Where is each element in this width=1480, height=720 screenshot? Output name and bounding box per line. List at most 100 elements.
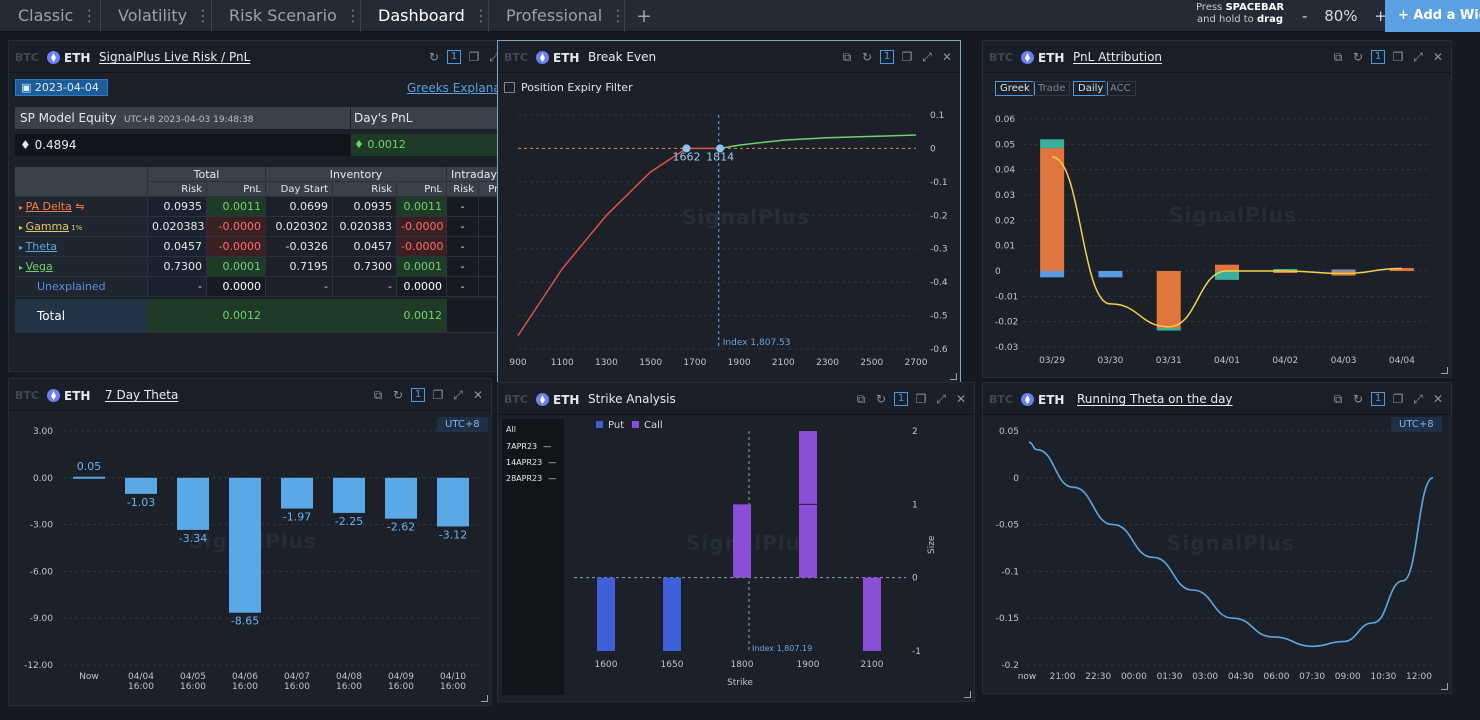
eth-toggle[interactable]: ETH bbox=[47, 51, 90, 65]
tab-menu-icon[interactable]: ⋮ bbox=[344, 6, 361, 25]
link-group-icon[interactable]: 1 bbox=[1371, 392, 1385, 406]
expand-row-icon[interactable]: ▸ bbox=[19, 263, 26, 272]
refresh-icon[interactable]: ↻ bbox=[1352, 50, 1364, 64]
eth-toggle[interactable]: ETH bbox=[1021, 51, 1064, 65]
tab-menu-icon[interactable]: ⋮ bbox=[610, 6, 627, 25]
eth-toggle[interactable]: ETH bbox=[536, 51, 579, 65]
copy-icon[interactable]: ❐ bbox=[901, 50, 913, 64]
date-picker[interactable]: ▣ 2023-04-04 bbox=[15, 79, 108, 96]
toggle-trade[interactable]: Trade bbox=[1033, 81, 1071, 96]
copy-icon[interactable]: ❐ bbox=[432, 388, 444, 402]
refresh-icon[interactable]: ↻ bbox=[1352, 392, 1364, 406]
eth-toggle[interactable]: ETH bbox=[47, 389, 90, 403]
tab-menu-icon[interactable]: ⋮ bbox=[81, 6, 98, 25]
resize-handle[interactable] bbox=[1441, 683, 1448, 690]
expiry-item-all[interactable]: All bbox=[506, 425, 516, 434]
resize-handle[interactable] bbox=[1441, 367, 1448, 374]
panel-title[interactable]: Strike Analysis bbox=[588, 392, 676, 406]
greek-name[interactable]: PA Delta bbox=[25, 200, 72, 213]
toggle-acc[interactable]: ACC bbox=[1105, 81, 1136, 96]
resize-handle[interactable] bbox=[481, 695, 488, 702]
panel-header[interactable]: BTC ETH SignalPlus Live Risk / PnL ↻ 1 ❐… bbox=[9, 41, 507, 73]
expand-row-icon[interactable]: ▸ bbox=[19, 223, 26, 232]
btc-toggle[interactable]: BTC bbox=[504, 393, 528, 406]
close-icon[interactable]: ✕ bbox=[1432, 50, 1444, 64]
expand-row-icon[interactable]: ▸ bbox=[19, 243, 26, 252]
expiry-item[interactable]: 14APR23 — bbox=[506, 458, 556, 467]
greek-name[interactable]: Unexplained bbox=[37, 280, 106, 293]
expand-icon[interactable]: ⤢ bbox=[453, 388, 463, 402]
popout-icon[interactable]: ⧉ bbox=[842, 50, 852, 64]
btc-toggle[interactable]: BTC bbox=[15, 51, 39, 64]
toggle-daily[interactable]: Daily bbox=[1073, 81, 1109, 96]
close-icon[interactable]: ✕ bbox=[955, 392, 967, 406]
tab-professional[interactable]: Professional ⋮ bbox=[506, 0, 626, 32]
eth-toggle[interactable]: ETH bbox=[1021, 393, 1064, 407]
tab-menu-icon[interactable]: ⋮ bbox=[472, 6, 489, 25]
tab-dashboard[interactable]: Dashboard ⋮ bbox=[378, 0, 489, 32]
popout-icon[interactable]: ⧉ bbox=[856, 392, 866, 406]
panel-header[interactable]: BTC ETH PnL Attribution ⧉ ↻ 1 ❐ ⤢ ✕ bbox=[983, 41, 1451, 73]
expand-icon[interactable]: ⤢ bbox=[489, 50, 499, 64]
greeks-explanation-link[interactable]: Greeks Explanation bbox=[407, 81, 507, 95]
expand-icon[interactable]: ⤢ bbox=[1413, 50, 1423, 64]
refresh-icon[interactable]: ↻ bbox=[875, 392, 887, 406]
refresh-icon[interactable]: ↻ bbox=[392, 388, 404, 402]
btc-toggle[interactable]: BTC bbox=[989, 51, 1013, 64]
expiry-item[interactable]: 7APR23 — bbox=[506, 442, 551, 451]
link-group-icon[interactable]: 1 bbox=[880, 50, 894, 64]
copy-icon[interactable]: ❐ bbox=[915, 392, 927, 406]
panel-title[interactable]: Running Theta on the day bbox=[1077, 392, 1233, 406]
column-header: Risk bbox=[333, 182, 397, 197]
panel-header[interactable]: BTC ETH Running Theta on the day ⧉ ↻ 1 ❐… bbox=[983, 383, 1451, 415]
link-group-icon[interactable]: 1 bbox=[894, 392, 908, 406]
panel-header[interactable]: BTC ETH Break Even ⧉ ↻ 1 ❐ ⤢ ✕ bbox=[498, 41, 960, 73]
add-widget-button[interactable]: + Add a Widget bbox=[1385, 0, 1480, 32]
eth-toggle[interactable]: ETH bbox=[536, 393, 579, 407]
btc-toggle[interactable]: BTC bbox=[504, 51, 528, 64]
panel-title[interactable]: Break Even bbox=[588, 50, 657, 64]
copy-icon[interactable]: ❐ bbox=[468, 50, 480, 64]
link-group-icon[interactable]: 1 bbox=[1371, 50, 1385, 64]
expand-icon[interactable]: ⤢ bbox=[922, 50, 932, 64]
expiry-filter-checkbox[interactable]: Position Expiry Filter bbox=[504, 81, 633, 94]
panel-title[interactable]: SignalPlus Live Risk / PnL bbox=[99, 50, 251, 64]
checkbox-icon[interactable] bbox=[504, 82, 515, 93]
expand-row-icon[interactable]: ▸ bbox=[19, 203, 26, 212]
copy-icon[interactable]: ❐ bbox=[1392, 50, 1404, 64]
expand-icon[interactable]: ⤢ bbox=[936, 392, 946, 406]
greek-name[interactable]: Gamma bbox=[25, 220, 69, 233]
tab-risk-scenario[interactable]: Risk Scenario ⋮ bbox=[229, 0, 361, 32]
btc-toggle[interactable]: BTC bbox=[989, 393, 1013, 406]
x-tick-label: 04/08 bbox=[336, 672, 362, 682]
expiry-item[interactable]: 28APR23 — bbox=[506, 474, 556, 483]
link-group-icon[interactable]: 1 bbox=[411, 388, 425, 402]
close-icon[interactable]: ✕ bbox=[941, 50, 953, 64]
panel-title[interactable]: PnL Attribution bbox=[1073, 50, 1163, 64]
tab-classic[interactable]: Classic ⋮ bbox=[18, 0, 97, 32]
panel-title[interactable]: 7 Day Theta bbox=[105, 388, 179, 402]
copy-icon[interactable]: ❐ bbox=[1392, 392, 1404, 406]
refresh-icon[interactable]: ↻ bbox=[428, 50, 440, 64]
add-tab-button[interactable]: + bbox=[636, 5, 652, 27]
zoom-in-button[interactable]: + bbox=[1374, 7, 1387, 25]
zoom-out-button[interactable]: - bbox=[1302, 7, 1308, 25]
greek-name[interactable]: Vega bbox=[25, 260, 53, 273]
expand-icon[interactable]: ⤢ bbox=[1413, 392, 1423, 406]
panel-header[interactable]: BTC ETH 7 Day Theta ⧉ ↻ 1 ❐ ⤢ ✕ bbox=[9, 379, 491, 411]
link-group-icon[interactable]: 1 bbox=[447, 50, 461, 64]
close-icon[interactable]: ✕ bbox=[472, 388, 484, 402]
toggle-greek[interactable]: Greek bbox=[995, 81, 1035, 96]
tab-volatility[interactable]: Volatility ⋮ bbox=[118, 0, 211, 32]
resize-handle[interactable] bbox=[964, 691, 971, 698]
close-icon[interactable]: ✕ bbox=[1432, 392, 1444, 406]
btc-toggle[interactable]: BTC bbox=[15, 389, 39, 402]
popout-icon[interactable]: ⧉ bbox=[1333, 50, 1343, 64]
resize-handle[interactable] bbox=[950, 373, 957, 380]
tab-menu-icon[interactable]: ⋮ bbox=[195, 6, 212, 25]
greek-name[interactable]: Theta bbox=[25, 240, 58, 253]
popout-icon[interactable]: ⧉ bbox=[373, 388, 383, 402]
refresh-icon[interactable]: ↻ bbox=[861, 50, 873, 64]
panel-header[interactable]: BTC ETH Strike Analysis ⧉ ↻ 1 ❐ ⤢ ✕ bbox=[498, 383, 974, 415]
popout-icon[interactable]: ⧉ bbox=[1333, 392, 1343, 406]
